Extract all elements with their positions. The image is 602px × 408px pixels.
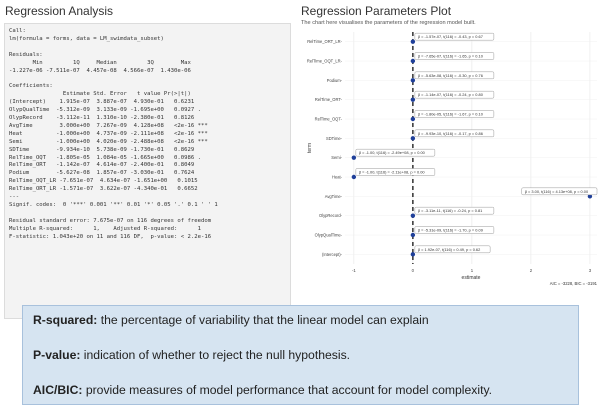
regression-analysis-title: Regression Analysis bbox=[5, 4, 114, 18]
definition-text: provide measures of model performance th… bbox=[82, 383, 493, 397]
definitions-box: R-squared: the percentage of variability… bbox=[22, 305, 579, 405]
coefficient-point bbox=[410, 213, 416, 218]
coefficient-point bbox=[410, 136, 416, 141]
regression-output-box: Call: lm(formula = forms, data = LM_swim… bbox=[4, 23, 291, 319]
y-tick-label: SDTime- bbox=[326, 136, 343, 141]
coefficient-label: β = -5.63e-08, t(116) = -0.30, p = 0.76 bbox=[418, 73, 483, 78]
coefficient-label-box bbox=[355, 168, 436, 176]
regression-plot-title: Regression Parameters Plot bbox=[301, 4, 452, 18]
coefficient-point bbox=[410, 252, 416, 257]
coefficient-label-box bbox=[414, 52, 495, 60]
x-tick-label: -1 bbox=[352, 268, 356, 273]
coefficient-label: β = 1.92e-07, t(116) = 0.49, p = 0.62 bbox=[418, 247, 480, 252]
coefficient-label-box bbox=[414, 110, 495, 118]
definition-term: R-squared: bbox=[33, 313, 98, 327]
definition-r-squared: R-squared: the percentage of variability… bbox=[33, 313, 429, 327]
coefficient-label-box bbox=[414, 206, 495, 215]
coefficient-label: β = -3.11e-11, t(116) = -0.24, p = 0.81 bbox=[418, 208, 482, 213]
x-tick-label: 2 bbox=[530, 268, 533, 273]
y-tick-label: AvgTime- bbox=[325, 194, 343, 199]
definition-text: indication of whether to reject the null… bbox=[80, 348, 351, 362]
coefficient-point bbox=[351, 174, 357, 180]
coefficient-plot: RelTime_ORT_LR- RelTime_OQT_LR- Podium- Rel… bbox=[301, 30, 601, 292]
y-tick-label: Podium- bbox=[327, 78, 343, 83]
y-tick-label: RelTime_OQT- bbox=[315, 117, 343, 122]
coefficient-label-box bbox=[414, 32, 495, 41]
coefficient-label-box bbox=[414, 226, 495, 234]
y-tick-label: (Intercept)- bbox=[322, 252, 343, 257]
coefficient-label-box bbox=[414, 71, 495, 80]
coefficient-label: β = -1.14e-07, t(116) = -0.24, p = 0.80 bbox=[418, 92, 484, 97]
x-axis-label: estimate bbox=[462, 275, 481, 281]
y-tick-label: RelTime_OQT_LR- bbox=[307, 59, 343, 64]
regression-plot-subtitle: The chart here visualises the parameters… bbox=[301, 20, 476, 26]
aic-bic-annotation: AIC = -3228, BIC = -3191 bbox=[550, 281, 598, 286]
coefficient-label: β = -9.93e-10, t(116) = -0.17, p = 0.86 bbox=[418, 131, 483, 136]
x-tick-label: 3 bbox=[589, 268, 592, 273]
coefficient-label-box bbox=[521, 187, 598, 196]
coefficient-point bbox=[587, 194, 593, 199]
coefficient-point bbox=[410, 39, 416, 44]
coefficient-label: β = -1.80e-05, t(116) = -1.67, p = 0.10 bbox=[418, 112, 484, 117]
coefficient-label: β = 3.00, t(116) = 4.13e+08, p = 0.00 bbox=[525, 189, 589, 194]
y-tick-label: OlypRecord- bbox=[319, 213, 343, 218]
definition-p-value: P-value: indication of whether to reject… bbox=[33, 348, 350, 362]
y-tick-label: RelTime_ORT_LR- bbox=[307, 39, 342, 44]
regression-analysis-panel: Regression Analysis Call: lm(formula = f… bbox=[4, 4, 294, 319]
coefficient-label: β = -1.00, t(116) = -2.11e+08, p = 0.00 bbox=[359, 170, 426, 175]
y-axis-label: term bbox=[307, 143, 313, 153]
coefficient-point bbox=[410, 58, 416, 64]
coefficient-label-box bbox=[355, 148, 436, 157]
coefficient-point bbox=[410, 232, 416, 238]
coefficient-label-box bbox=[414, 245, 491, 254]
coefficient-label: β = -7.65e-07, t(116) = -1.65, p = 0.10 bbox=[418, 54, 484, 59]
y-tick-label: Semi- bbox=[331, 155, 342, 160]
y-tick-label: OlypQualTime- bbox=[315, 233, 343, 238]
y-tick-label: Heat- bbox=[332, 175, 343, 180]
coefficient-point bbox=[410, 78, 416, 83]
y-tick-label: RelTime_ORT- bbox=[315, 97, 343, 102]
regression-console-output: Call: lm(formula = forms, data = LM_swim… bbox=[9, 28, 218, 240]
definition-term: P-value: bbox=[33, 348, 81, 362]
coefficient-plot-svg: RelTime_ORT_LR- RelTime_OQT_LR- Podium- Rel… bbox=[307, 32, 598, 286]
x-tick-label: 0 bbox=[412, 268, 415, 273]
coefficient-label: β = -1.00, t(116) = -2.49e+08, p = 0.00 bbox=[359, 150, 426, 155]
coefficient-point bbox=[410, 116, 416, 122]
coefficient-point bbox=[351, 155, 357, 160]
x-tick-label: 1 bbox=[471, 268, 474, 273]
regression-plot-panel: Regression Parameters Plot The chart her… bbox=[301, 4, 601, 304]
definition-text: the percentage of variability that the l… bbox=[97, 313, 429, 327]
coefficient-label: β = -5.31e-09, t(116) = -1.70, p = 0.09 bbox=[418, 228, 483, 233]
definition-term: AIC/BIC: bbox=[33, 383, 83, 397]
coefficient-point bbox=[410, 97, 416, 102]
coefficient-label-box bbox=[414, 90, 495, 99]
coefficient-label-box bbox=[414, 129, 495, 138]
coefficient-label: β = -1.57e-07, t(116) = -0.43, p = 0.67 bbox=[418, 34, 483, 39]
definition-aic-bic: AIC/BIC: provide measures of model perfo… bbox=[33, 383, 492, 397]
